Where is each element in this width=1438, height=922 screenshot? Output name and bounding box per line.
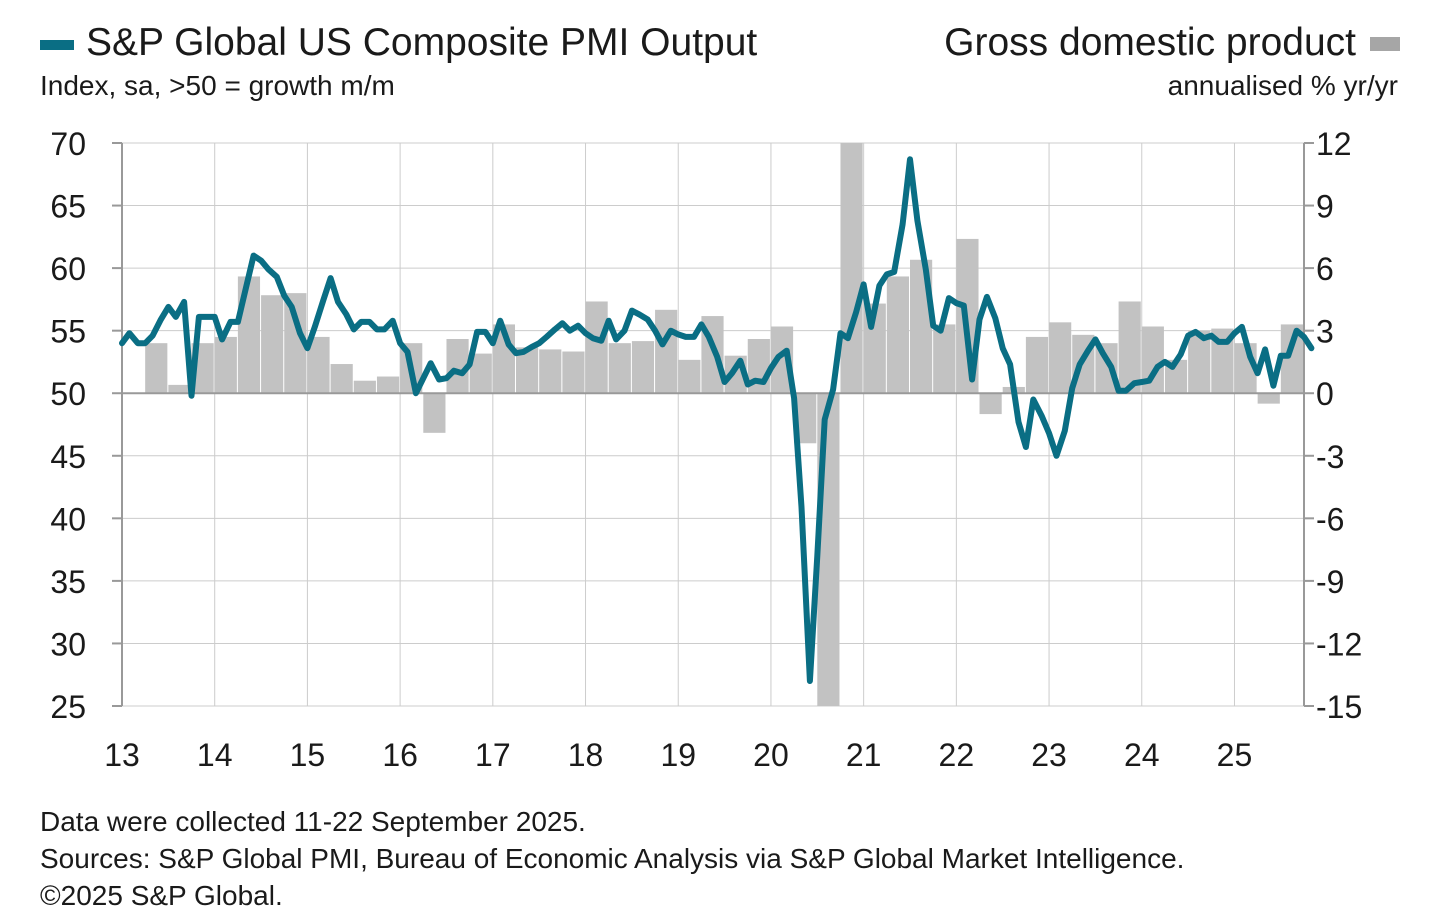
gdp-bar [1025,336,1049,394]
gdp-bar [516,347,539,394]
gdp-bar [933,324,956,394]
y-left-tick-label: 60 [50,251,86,287]
pmi-gdp-chart: 70656055504540353025129630-3-6-9-12-1513… [50,126,1362,773]
gdp-bar [1118,301,1141,394]
y-left-tick-label: 65 [50,189,86,225]
grid-lines [121,142,1304,707]
gdp-bar [979,393,1002,415]
y-left-tick-label: 55 [50,314,86,350]
gdp-bar [307,336,330,394]
pmi-line-swatch [40,40,74,50]
x-tick-label: 14 [197,737,233,773]
y-left-tick-label: 50 [50,376,86,412]
y-right-tick-label: 6 [1316,251,1334,287]
y-left-tick-label: 40 [50,501,86,537]
y-right-tick-label: -15 [1316,689,1362,725]
x-tick-label: 22 [939,737,975,773]
gdp-bar [1280,324,1303,394]
x-tick-label: 18 [568,737,604,773]
y-right-tick-label: 0 [1316,376,1334,412]
gdp-bar [353,380,376,394]
gdp-bar [1049,322,1072,394]
gdp-bar [237,276,261,394]
gdp-bar [145,343,168,394]
gdp-bar [376,376,400,394]
tick-labels: 70656055504540353025129630-3-6-9-12-1513… [50,126,1362,773]
x-tick-label: 13 [104,737,140,773]
gdp-bar [585,301,608,394]
legend-gdp: Gross domestic product [944,20,1400,66]
y-right-tick-label: -3 [1316,439,1344,475]
legend-pmi-label: S&P Global US Composite PMI Output [86,21,758,64]
gdp-bar [678,359,701,394]
gdp-bar [770,326,794,394]
x-tick-label: 24 [1124,737,1160,773]
x-tick-label: 15 [290,737,326,773]
gdp-bar [886,276,909,394]
gdp-bar [840,143,863,394]
gdp-bars [122,143,1303,706]
y-right-tick-label: 3 [1316,314,1334,350]
footer-copyright: ©2025 S&P Global. [40,880,283,911]
legend-pmi: S&P Global US Composite PMI Output [40,20,757,66]
x-tick-label: 20 [753,737,789,773]
footer-notes: Data were collected 11-22 September 2025… [40,803,1184,914]
gdp-bar [214,336,237,394]
y-left-tick-label: 70 [50,126,86,162]
legend-gdp-label: Gross domestic product [944,21,1356,64]
y-right-tick-label: -9 [1316,564,1344,600]
gdp-bar [562,351,585,394]
pmi-line [119,156,1315,684]
gdp-bar [1257,393,1280,404]
y-left-tick-label: 25 [50,689,86,725]
gdp-bar [1141,326,1164,394]
gdp-bar [655,309,678,394]
x-tick-label: 21 [846,737,882,773]
y-left-tick-label: 45 [50,439,86,475]
gdp-bar [423,393,446,433]
left-axis-unit: Index, sa, >50 = growth m/m [40,70,395,101]
right-axis-unit: annualised % yr/yr [1167,70,1398,101]
x-tick-label: 17 [475,737,511,773]
gdp-bar [261,295,284,394]
footer-sources: Sources: S&P Global PMI, Bureau of Econo… [40,843,1185,874]
x-tick-label: 16 [382,737,418,773]
pmi-line-layer [119,156,1315,684]
y-right-tick-label: -12 [1316,626,1362,662]
gdp-bar [446,339,469,394]
gdp-bar [469,353,492,394]
gdp-bar [631,341,655,394]
y-left-tick-label: 30 [50,626,86,662]
x-tick-label: 23 [1031,737,1067,773]
axes [112,142,1314,707]
footer-collection-note: Data were collected 11-22 September 2025… [40,806,586,837]
gdp-bar [1188,330,1211,394]
y-right-tick-label: -6 [1316,501,1344,537]
gdp-bar [168,384,191,394]
x-tick-label: 19 [660,737,696,773]
y-right-tick-label: 9 [1316,189,1334,225]
gdp-bar-swatch [1370,37,1400,51]
y-left-tick-label: 35 [50,564,86,600]
gdp-bar [284,293,307,394]
gdp-bar [539,349,562,394]
gdp-bar [608,343,631,394]
gdp-bar [330,364,353,394]
gdp-bar [794,393,817,444]
y-right-tick-label: 12 [1316,126,1352,162]
x-tick-label: 25 [1217,737,1253,773]
